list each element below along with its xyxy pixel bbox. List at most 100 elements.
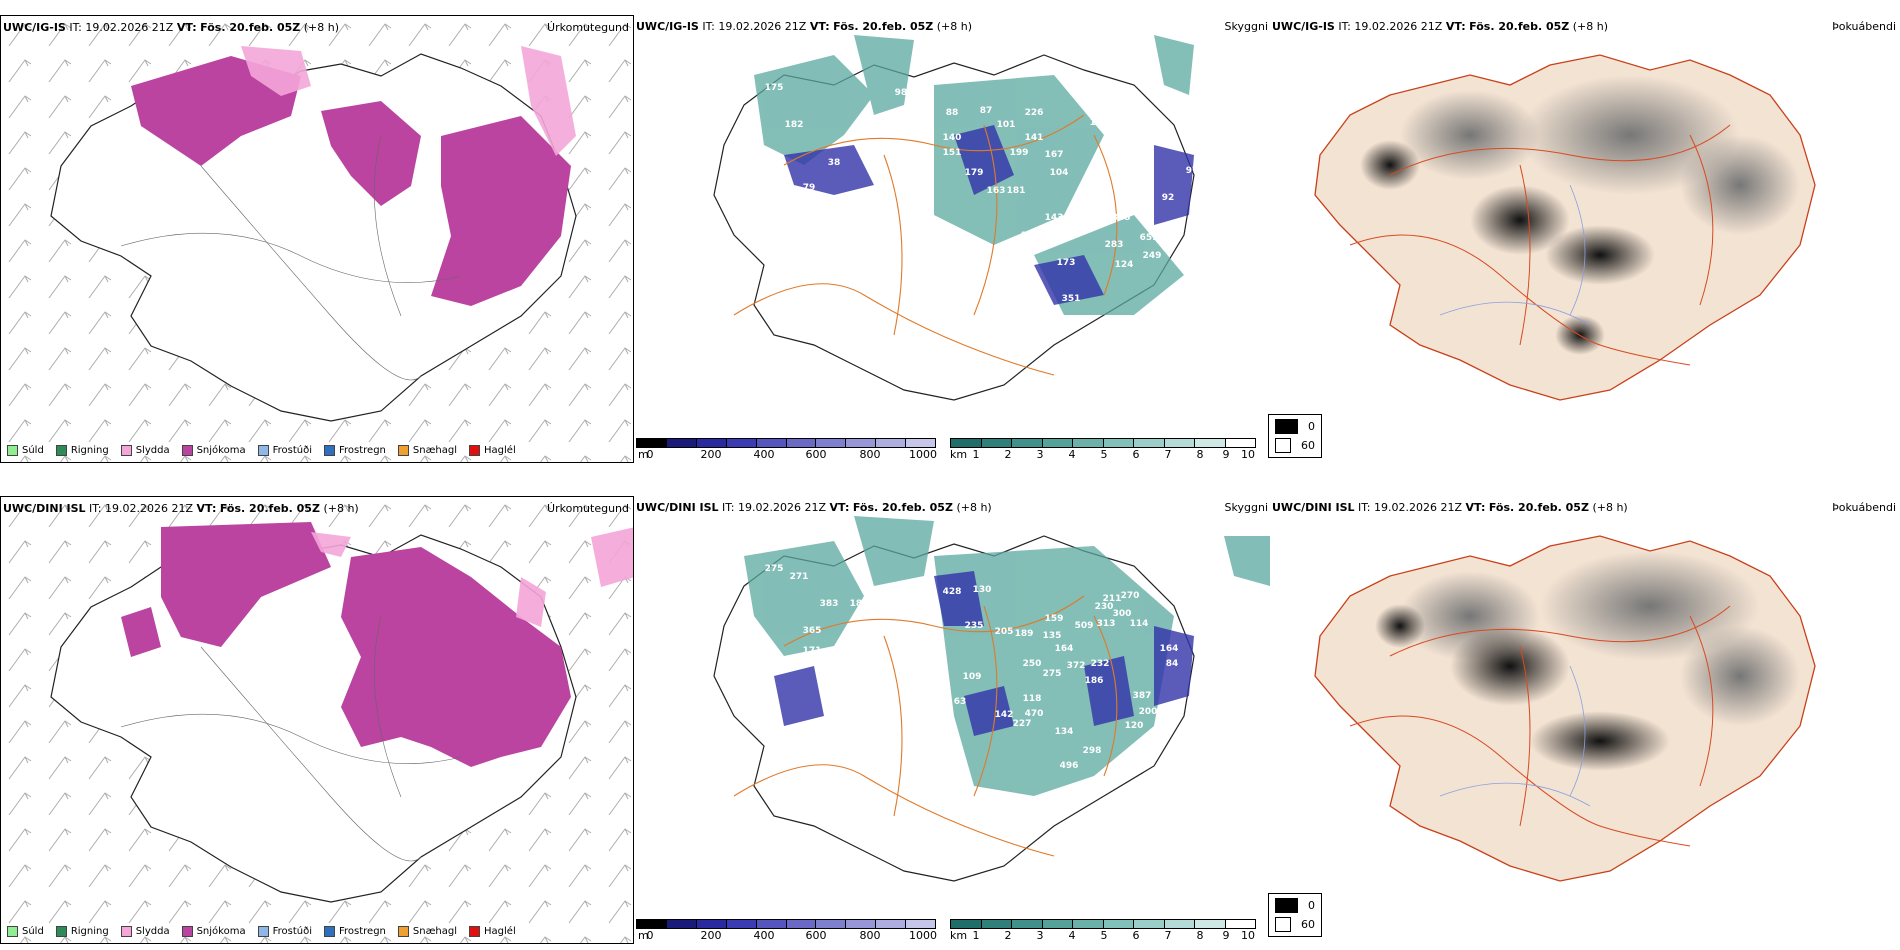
svg-text:167: 167 [1045, 150, 1064, 160]
fog-key-item: 0 [1275, 419, 1315, 434]
svg-text:43: 43 [886, 602, 899, 612]
fog-key-item: 0 [1275, 898, 1315, 913]
snow-areas [121, 522, 571, 767]
svg-text:79: 79 [803, 183, 816, 193]
svg-text:182: 182 [785, 120, 804, 130]
precip-legend-bottom: Súld Rigning Slydda Snjókoma Frostúði Fr… [7, 926, 516, 937]
svg-text:142: 142 [995, 710, 1014, 720]
svg-text:230: 230 [1095, 602, 1114, 612]
svg-text:123: 123 [1017, 262, 1036, 272]
svg-text:848: 848 [1112, 213, 1131, 223]
svg-text:10: 10 [928, 238, 941, 248]
fog-panel-bottom: UWC/DINI ISL IT: 19.02.2026 21Z VT: Fös.… [1270, 496, 1900, 944]
svg-text:92: 92 [1162, 193, 1175, 203]
fog-type-label-top: Þokuábendi [1832, 20, 1896, 33]
svg-text:204: 204 [1125, 163, 1144, 173]
visibility-title-bottom: UWC/DINI ISL IT: 19.02.2026 21Z VT: Fös.… [636, 501, 992, 514]
precip-title-top: UWC/IG-IS IT: 19.02.2026 21Z VT: Fös. 20… [3, 21, 340, 34]
svg-text:659: 659 [1140, 233, 1159, 243]
svg-text:10: 10 [898, 667, 911, 677]
svg-text:298: 298 [1083, 746, 1102, 756]
fog-map-bottom [1314, 535, 1816, 882]
fog-key-item: 60 [1275, 917, 1315, 932]
svg-text:270: 270 [1121, 591, 1140, 601]
svg-text:187: 187 [1087, 193, 1106, 203]
legend-item: Rigning [55, 926, 109, 937]
svg-text:192: 192 [1083, 213, 1102, 223]
svg-text:130: 130 [973, 585, 992, 595]
svg-text:232: 232 [1091, 659, 1110, 669]
svg-text:383: 383 [820, 599, 839, 609]
snow-areas [131, 56, 571, 306]
svg-text:164: 164 [1055, 644, 1074, 654]
svg-text:109: 109 [963, 672, 982, 682]
precip-title-bottom: UWC/DINI ISL IT: 19.02.2026 21Z VT: Fös.… [3, 502, 359, 515]
legend-swatch [181, 445, 193, 456]
svg-text:249: 249 [1143, 251, 1162, 261]
svg-text:982: 982 [895, 88, 914, 98]
visibility-map-bottom: 275 271 383 182 43 428 130 211 270 365 1… [713, 516, 1270, 882]
svg-text:150: 150 [1090, 118, 1109, 128]
svg-text:159: 159 [1045, 614, 1064, 624]
legend-item: Snæhagl [397, 445, 457, 456]
legend-item: Frostregn [324, 926, 386, 937]
svg-text:313: 313 [1097, 619, 1116, 629]
svg-text:205: 205 [995, 627, 1014, 637]
legend-swatch [120, 926, 132, 937]
visibility-colorbar-top: km 1 2 3 4 5 6 7 8 9 10 [950, 438, 1256, 462]
legend-swatch [469, 926, 481, 937]
svg-text:189: 189 [1015, 629, 1034, 639]
legend-swatch [257, 445, 269, 456]
svg-text:275: 275 [1043, 669, 1062, 679]
svg-text:63: 63 [954, 697, 967, 707]
fog-type-label-bottom: Þokuábendi [1832, 501, 1896, 514]
svg-text:135: 135 [1043, 631, 1062, 641]
svg-text:275: 275 [765, 564, 784, 574]
fog-key-top: 0 60 [1268, 414, 1322, 458]
svg-text:101: 101 [997, 120, 1016, 130]
legend-item: Súld [7, 926, 44, 937]
legend-item: Frostregn [324, 445, 386, 456]
precip-panel-top: UWC/IG-IS IT: 19.02.2026 21Z VT: Fös. 20… [0, 15, 634, 463]
legend-item: Haglél [469, 445, 516, 456]
svg-text:250: 250 [1023, 659, 1042, 669]
legend-item: Snjókoma [181, 926, 246, 937]
legend-item: Haglél [469, 926, 516, 937]
svg-text:428: 428 [943, 587, 962, 597]
svg-text:181: 181 [1007, 186, 1026, 196]
svg-text:94: 94 [883, 123, 896, 133]
svg-text:387: 387 [1133, 691, 1152, 701]
svg-text:199: 199 [1010, 148, 1029, 158]
fog-panel-top: UWC/IG-IS IT: 19.02.2026 21Z VT: Fös. 20… [1270, 15, 1900, 463]
legend-item: Snæhagl [397, 926, 457, 937]
legend-swatch [7, 445, 18, 456]
fog-title-top: UWC/IG-IS IT: 19.02.2026 21Z VT: Fös. 20… [1272, 20, 1609, 33]
svg-text:164: 164 [1160, 644, 1179, 654]
svg-text:175: 175 [765, 83, 784, 93]
svg-text:186: 186 [1085, 676, 1104, 686]
visibility-colorbar-bottom: km 1 2 3 4 5 6 7 8 9 10 [950, 919, 1256, 943]
svg-text:120: 120 [1125, 721, 1144, 731]
legend-swatch [55, 445, 67, 456]
svg-text:211: 211 [1103, 594, 1122, 604]
svg-text:118: 118 [1023, 694, 1042, 704]
fog-key-bottom: 0 60 [1268, 893, 1322, 937]
precip-map-top [1, 16, 633, 462]
svg-text:200: 200 [1139, 707, 1158, 717]
svg-text:171: 171 [803, 646, 822, 656]
svg-text:38: 38 [828, 158, 841, 168]
visibility-panel-bottom: 275 271 383 182 43 428 130 211 270 365 1… [634, 496, 1270, 944]
svg-text:97: 97 [1186, 166, 1199, 176]
legend-swatch [324, 445, 335, 456]
svg-text:124: 124 [1115, 260, 1134, 270]
svg-text:151: 151 [943, 148, 962, 158]
precip-map-bottom [1, 497, 633, 943]
svg-text:143: 143 [1045, 213, 1064, 223]
precip-panel-bottom: UWC/DINI ISL IT: 19.02.2026 21Z VT: Fös.… [0, 496, 634, 944]
legend-swatch [7, 926, 18, 937]
fog-map-top [1314, 54, 1816, 401]
legend-item: Súld [7, 445, 44, 456]
legend-swatch [181, 926, 193, 937]
svg-text:131: 131 [1088, 176, 1107, 186]
svg-text:48: 48 [1163, 233, 1176, 243]
